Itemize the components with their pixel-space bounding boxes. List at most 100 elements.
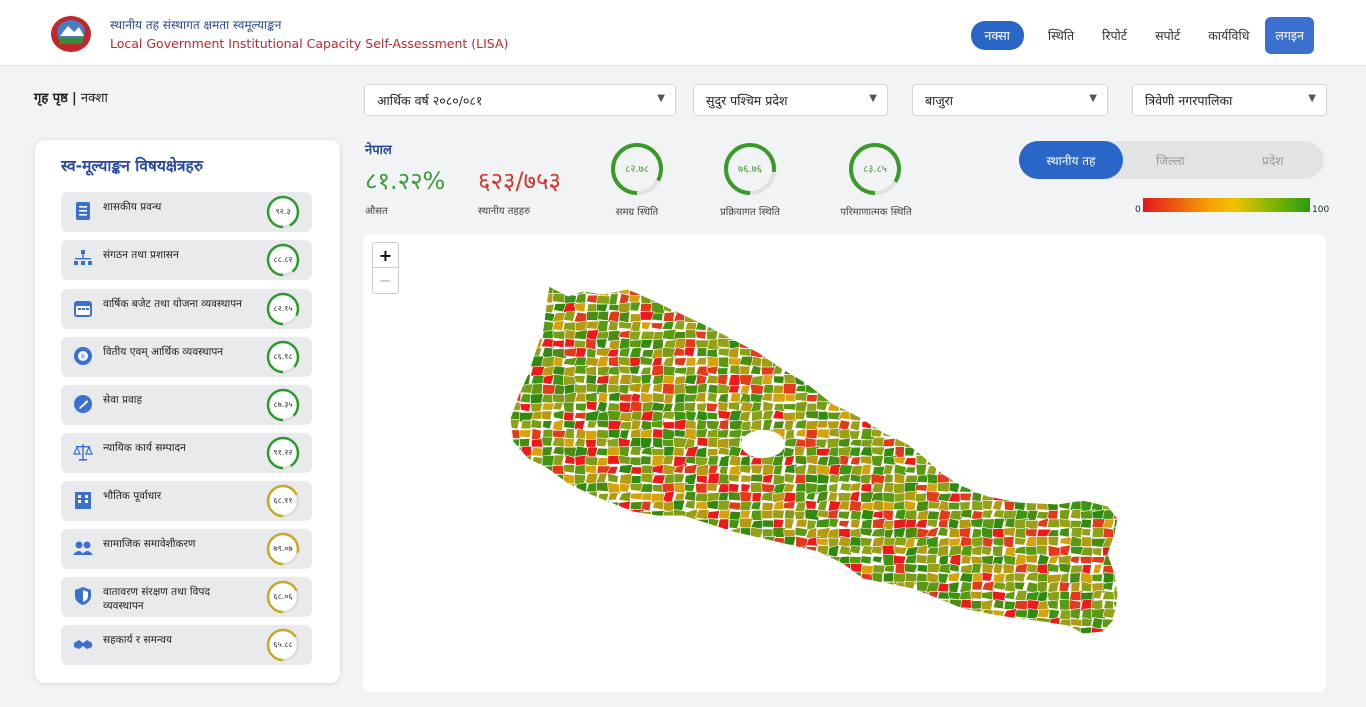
breadcrumb-home[interactable]: गृह पृष्ठ [34, 91, 68, 106]
map-region [926, 635, 940, 644]
map-region [1025, 383, 1037, 394]
map-region [530, 472, 543, 485]
map-region [761, 321, 773, 331]
map-region [510, 581, 523, 593]
map-region [597, 365, 610, 377]
map-region [971, 580, 984, 591]
local-levels-label: स्थानीय तहहरु [478, 206, 531, 217]
map-region [1102, 438, 1116, 449]
map-region [1058, 374, 1071, 387]
nav-procedure[interactable]: कार्यविधि [1208, 28, 1250, 43]
map-region [542, 473, 554, 485]
map-region [706, 589, 720, 603]
map-region [1036, 636, 1048, 645]
map-region [530, 536, 544, 549]
map-region [936, 482, 951, 493]
map-region [684, 563, 699, 576]
nav-map[interactable]: नक्सा [970, 21, 1024, 50]
municipality-select[interactable]: त्रिवेणी नगरपालिका ▼ [1132, 84, 1327, 116]
topic-item[interactable]: भौतिक पूर्वाधार ६८.११ [61, 481, 312, 521]
map-region [938, 617, 949, 630]
toggle-province[interactable]: प्रदेश [1262, 154, 1284, 168]
map-region [662, 544, 676, 556]
map-region [574, 554, 586, 566]
map-region [893, 294, 908, 306]
map-region [1069, 464, 1084, 474]
province-select[interactable]: सुदुर पश्चिम प्रदेश ▼ [693, 84, 888, 116]
map-region [960, 321, 974, 330]
topic-item[interactable]: वार्षिक बजेट तथा योजना व्यवस्थापन ८२.१५ [61, 289, 312, 329]
map-region [1014, 609, 1028, 619]
map-region [739, 464, 752, 474]
map-region [607, 472, 619, 484]
map-region [860, 555, 872, 565]
map-region [904, 554, 918, 564]
map-region [530, 527, 544, 541]
map-region [925, 348, 938, 359]
map-region [661, 527, 675, 537]
map-region [564, 509, 577, 521]
map-region [784, 565, 797, 574]
map-region [815, 338, 830, 349]
map-region [541, 436, 553, 447]
district-select[interactable]: बाजुरा ▼ [912, 84, 1108, 116]
map-region [530, 418, 543, 429]
map-region [739, 310, 754, 324]
topic-item[interactable]: संगठन तथा प्रशासन ८८.८२ [61, 240, 312, 280]
map-region [905, 401, 916, 415]
map-region [618, 635, 630, 644]
map-region [881, 617, 896, 629]
map-region [872, 617, 887, 627]
map-region [519, 393, 532, 404]
map-region [959, 382, 971, 394]
map-region [904, 392, 919, 405]
map-region [595, 555, 611, 564]
map-region [684, 571, 696, 586]
topic-score-ring: ८६.१८ [266, 340, 300, 374]
map-region [882, 636, 895, 646]
map-region [607, 617, 620, 628]
map-region [1003, 580, 1017, 593]
nav-support[interactable]: सपोर्ट [1155, 28, 1181, 43]
map-region [585, 482, 599, 493]
map-region [739, 553, 754, 565]
map-region [926, 563, 941, 573]
login-button[interactable]: लगइन [1265, 17, 1314, 54]
topic-item[interactable]: सेवा प्रवाह ८७.३५ [61, 385, 312, 425]
toggle-district[interactable]: जिल्ला [1156, 154, 1185, 168]
map-region [795, 410, 807, 421]
map-container[interactable]: + − [363, 234, 1326, 692]
zoom-out-button[interactable]: − [378, 271, 393, 290]
fiscal-year-select[interactable]: आर्थिक वर्ष २०८०/०८१ ▼ [364, 84, 676, 116]
map-region [606, 466, 619, 475]
map-region [871, 545, 883, 555]
map-region [706, 635, 719, 645]
map-region [1101, 356, 1117, 370]
map-region [573, 589, 589, 603]
map-region [1113, 482, 1118, 495]
map-region [1059, 544, 1072, 557]
map-region [771, 509, 785, 520]
map-region [596, 572, 609, 583]
map-region [629, 445, 642, 457]
nepal-choropleth-map[interactable] [363, 234, 1326, 692]
zoom-in-button[interactable]: + [373, 243, 398, 268]
map-region [727, 491, 742, 502]
topic-item[interactable]: सहकार्य र समन्वय ६५.८८ [61, 625, 312, 665]
nav-status[interactable]: स्थिति [1047, 28, 1075, 43]
topic-item[interactable]: न्यायिक कार्य सम्पादन ९१.२२ [61, 433, 312, 473]
topic-item[interactable]: रु वितीय एवम् आर्थिक व्यवस्थापन ८६.१८ [61, 337, 312, 377]
topic-item[interactable]: वातावरण संरक्षण तथा विपद व्यवस्थापन ६८.०६ [61, 577, 312, 617]
toggle-local-level[interactable]: स्थानीय तह [1019, 141, 1123, 179]
map-region [607, 481, 622, 495]
nav-report[interactable]: रिपोर्ट [1102, 28, 1128, 43]
map-region [794, 428, 807, 438]
map-region [947, 464, 963, 475]
topic-item[interactable]: शासकीय प्रवन्ध ९२.३ [61, 192, 312, 232]
map-region [970, 312, 984, 324]
nepal-emblem-logo[interactable] [48, 12, 94, 54]
map-region [839, 635, 849, 645]
map-region [1080, 536, 1094, 548]
map-region [848, 383, 863, 396]
topic-item[interactable]: सामाजिक समावेशीकरण ७९.०७ [61, 529, 312, 569]
